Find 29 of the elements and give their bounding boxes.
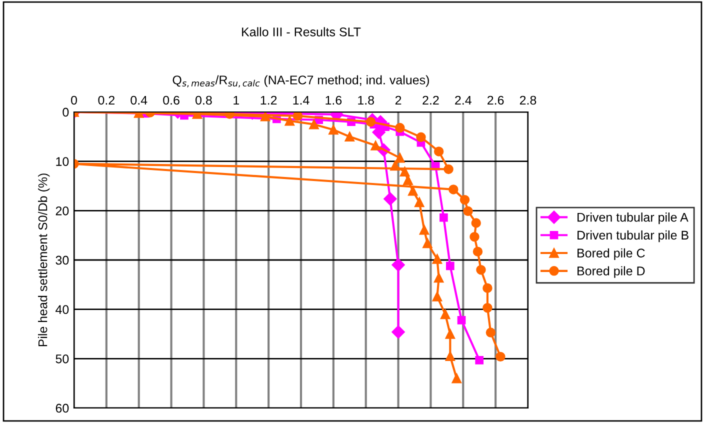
y-tick-label: 0 <box>62 108 69 117</box>
y-tick-label: 40 <box>56 305 69 314</box>
x-tick-label: 2.2 <box>422 96 439 105</box>
legend-label: Driven tubular pile B <box>578 230 688 242</box>
x-tick-label: 0.6 <box>163 96 180 105</box>
x-tick-label: 0.2 <box>98 96 114 105</box>
legend-label: Driven tubular pile A <box>578 212 688 224</box>
y-tick-label: 60 <box>56 404 69 413</box>
x-tick-label: 2.6 <box>488 96 504 105</box>
x-tick-label: 1 <box>234 96 240 105</box>
chart-title: Kallo III - Results SLT <box>242 27 361 36</box>
x-tick-label: 0 <box>71 96 77 105</box>
y-tick-label: 20 <box>56 206 69 216</box>
x-tick-label: 1.8 <box>358 96 374 105</box>
x-axis-title: Q$_{s,meas}$/R$_{su,calc}$ (NA-EC7 method; ind. values) <box>172 75 429 88</box>
y-axis-title: Pile head settlement S0/Db (%) <box>38 174 50 346</box>
x-tick-label: 1.4 <box>293 96 310 105</box>
x-tick-label: 2.4 <box>455 96 472 105</box>
x-tick-label: 2 <box>395 96 402 105</box>
x-tick-label: 1.6 <box>326 96 342 105</box>
legend-label: Bored pile C <box>578 248 645 260</box>
x-tick-label: 0.4 <box>130 96 148 105</box>
y-tick-label: 30 <box>56 256 69 265</box>
y-tick-label: 50 <box>56 354 69 364</box>
y-tick-label: 10 <box>56 157 69 166</box>
x-tick-label: 0.8 <box>196 96 212 105</box>
x-tick-label: 1.2 <box>260 96 277 105</box>
legend-label: Bored pile D <box>578 266 645 278</box>
x-tick-label: 2.8 <box>520 96 536 105</box>
